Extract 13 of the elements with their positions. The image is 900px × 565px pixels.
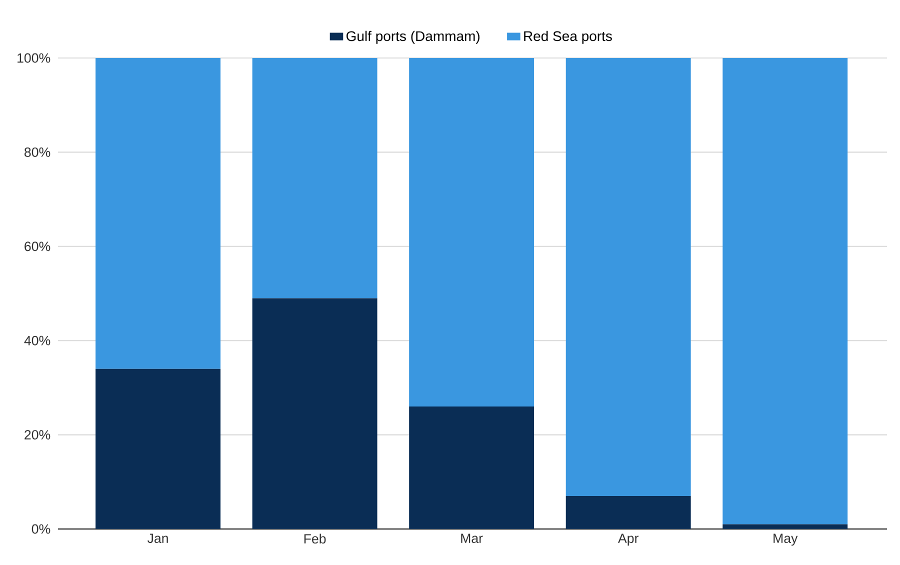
legend-label: Red Sea ports <box>524 30 612 44</box>
y-tick-label: 20% <box>24 430 50 440</box>
x-tick-label: Apr <box>618 534 638 546</box>
x-tick-label: May <box>774 534 798 546</box>
y-tick-label: 40% <box>24 336 50 346</box>
x-tick-label: Feb <box>304 534 326 544</box>
y-tick-label: 60% <box>24 242 50 252</box>
x-tick-label: Jan <box>147 534 168 544</box>
y-tick-label: 80% <box>24 147 50 157</box>
y-tick-label: 0% <box>32 524 50 534</box>
legend-label: Gulf ports (Dammam) <box>346 30 480 44</box>
x-tick-label: Mar <box>461 534 483 544</box>
y-tick-label: 100% <box>18 53 50 63</box>
